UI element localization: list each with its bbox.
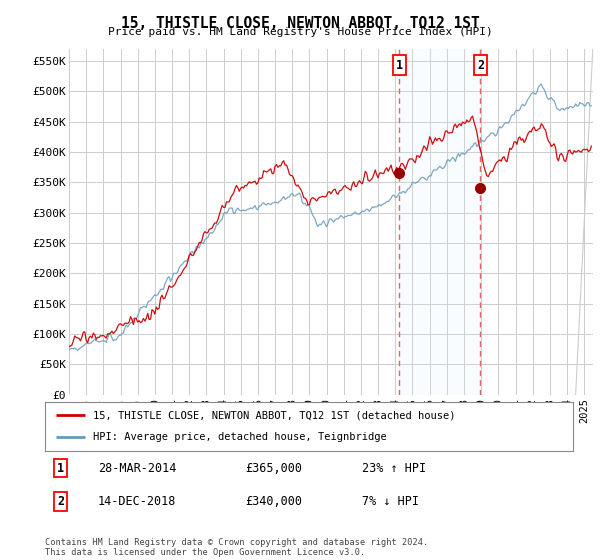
Text: 15, THISTLE CLOSE, NEWTON ABBOT, TQ12 1ST (detached house): 15, THISTLE CLOSE, NEWTON ABBOT, TQ12 1S… (92, 410, 455, 421)
Text: 1: 1 (396, 59, 403, 72)
Text: 14-DEC-2018: 14-DEC-2018 (98, 495, 176, 508)
Text: 23% ↑ HPI: 23% ↑ HPI (362, 461, 426, 474)
Text: Contains HM Land Registry data © Crown copyright and database right 2024.
This d: Contains HM Land Registry data © Crown c… (45, 538, 428, 557)
Text: 1: 1 (57, 461, 64, 474)
Text: Price paid vs. HM Land Registry's House Price Index (HPI): Price paid vs. HM Land Registry's House … (107, 27, 493, 37)
Text: 2: 2 (477, 59, 484, 72)
Text: 15, THISTLE CLOSE, NEWTON ABBOT, TQ12 1ST: 15, THISTLE CLOSE, NEWTON ABBOT, TQ12 1S… (121, 16, 479, 31)
Text: 2: 2 (57, 495, 64, 508)
Text: HPI: Average price, detached house, Teignbridge: HPI: Average price, detached house, Teig… (92, 432, 386, 442)
Text: 28-MAR-2014: 28-MAR-2014 (98, 461, 176, 474)
Text: £340,000: £340,000 (245, 495, 302, 508)
Bar (400, 49, 481, 395)
Text: £365,000: £365,000 (245, 461, 302, 474)
Text: 7% ↓ HPI: 7% ↓ HPI (362, 495, 419, 508)
